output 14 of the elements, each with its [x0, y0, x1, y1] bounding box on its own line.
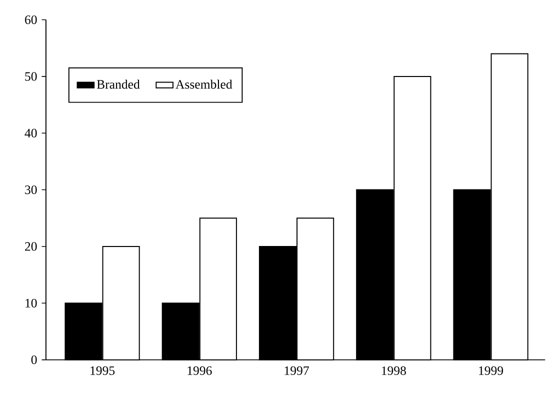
legend-label: Branded [96, 80, 140, 89]
y-tick-label: 10 [26, 298, 37, 308]
x-tick-label: 1995 [90, 366, 115, 375]
y-tick-label: 60 [25, 15, 37, 24]
y-tick-label: 30 [25, 185, 37, 194]
y-tick-label: 50 [25, 72, 37, 81]
legend-label: Assembled [176, 80, 232, 89]
x-tick-label: 1998 [382, 366, 406, 375]
x-tick-label: 1996 [188, 366, 212, 375]
x-tick-label: 1997 [284, 366, 309, 375]
x-tick-label: 1999 [479, 366, 504, 375]
y-tick-label: 0 [31, 355, 37, 364]
y-tick-label: 20 [25, 242, 37, 251]
y-tick-label: 40 [24, 128, 37, 138]
